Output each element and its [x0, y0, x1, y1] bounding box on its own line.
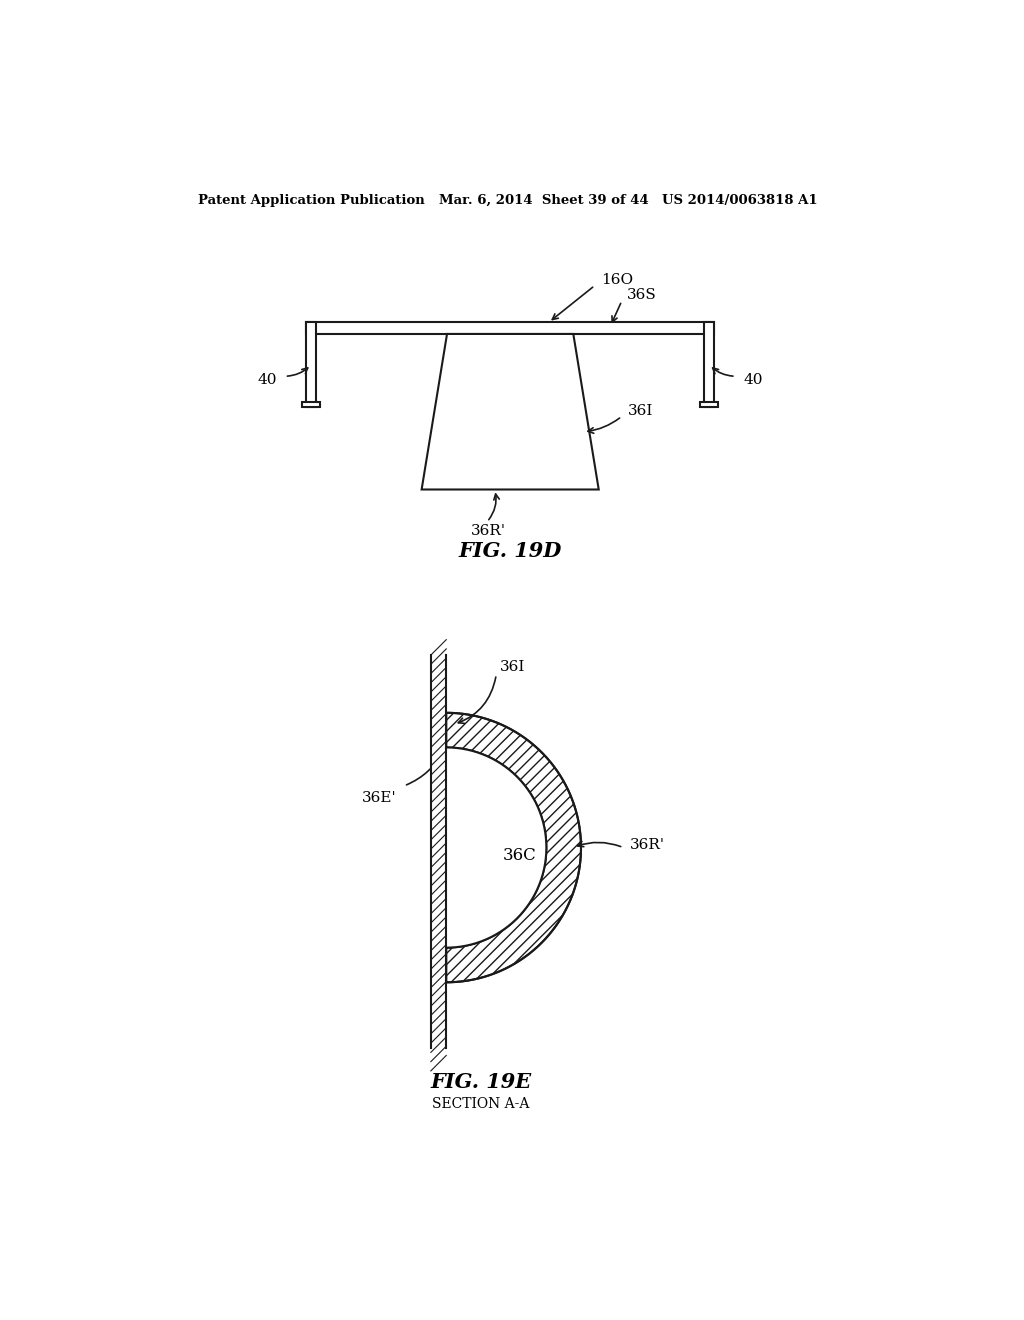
Polygon shape — [446, 747, 547, 948]
Text: 36E': 36E' — [361, 791, 396, 804]
Bar — [700, 401, 718, 407]
Text: FIG. 19E: FIG. 19E — [430, 1072, 531, 1093]
Text: 16O: 16O — [601, 273, 633, 286]
Text: 36C: 36C — [503, 846, 537, 863]
Text: 36I: 36I — [500, 660, 525, 673]
Text: FIG. 19D: FIG. 19D — [459, 541, 562, 561]
Bar — [705, 322, 714, 407]
Text: SECTION A-A: SECTION A-A — [432, 1097, 529, 1111]
Bar — [306, 322, 316, 407]
Text: 36R': 36R' — [471, 524, 506, 539]
Text: 40: 40 — [257, 374, 276, 387]
Text: 36R': 36R' — [630, 838, 665, 853]
Text: Mar. 6, 2014  Sheet 39 of 44: Mar. 6, 2014 Sheet 39 of 44 — [438, 194, 648, 207]
Bar — [431, 655, 446, 1048]
Text: 36I: 36I — [628, 404, 653, 418]
Text: 36S: 36S — [628, 289, 657, 302]
Bar — [302, 401, 319, 407]
Text: 40: 40 — [743, 374, 763, 387]
Polygon shape — [446, 713, 581, 982]
Bar — [306, 322, 714, 334]
Polygon shape — [422, 334, 599, 490]
Text: US 2014/0063818 A1: US 2014/0063818 A1 — [662, 194, 817, 207]
Text: Patent Application Publication: Patent Application Publication — [199, 194, 425, 207]
